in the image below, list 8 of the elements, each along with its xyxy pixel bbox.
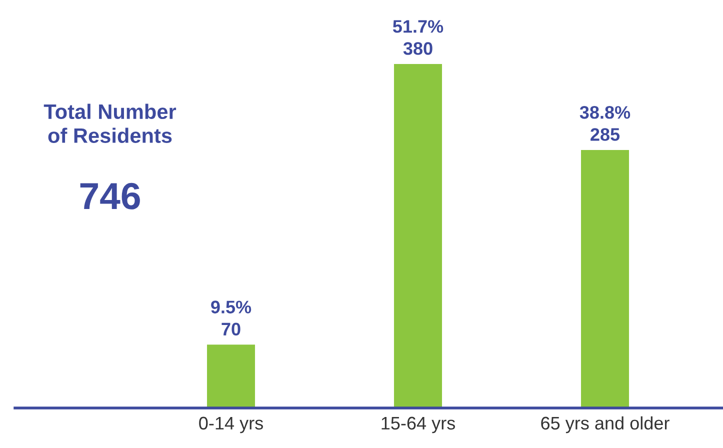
data-label: 9.5% 70 [211, 300, 252, 336]
x-tick-label: 15-64 yrs [382, 416, 455, 434]
annotation: Total Number of Residents [44, 104, 176, 144]
x-tick-label: 0-14 yrs [199, 416, 263, 434]
x-tick-label: 65 yrs and older [541, 416, 670, 434]
data-label: 51.7% 380 [392, 20, 444, 55]
annotation: 746 [80, 182, 140, 210]
data-label: 38.8% 285 [580, 106, 630, 141]
